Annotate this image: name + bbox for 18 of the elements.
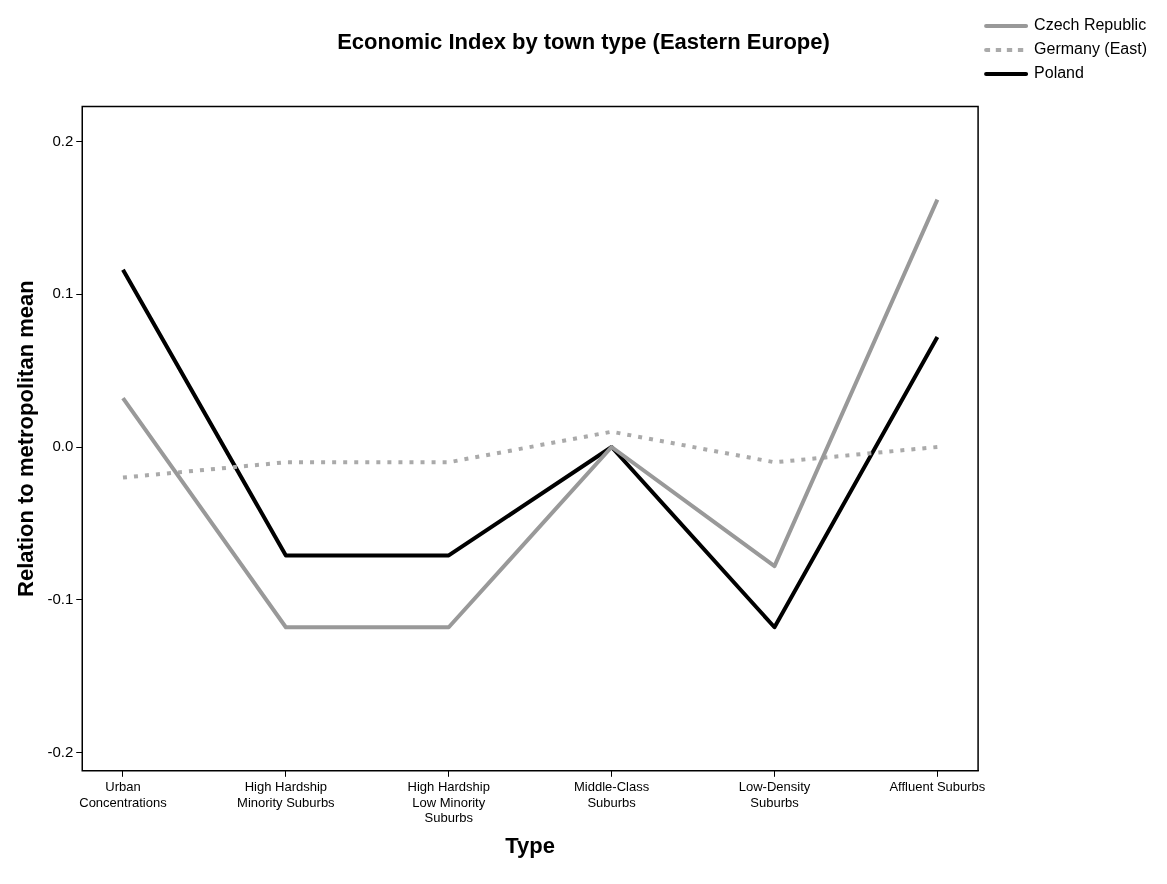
legend-label: Czech Republic [1034,16,1147,34]
x-tick-label: Urban Concentrations [79,779,168,810]
x-tick-label: Middle-Class Suburbs [574,779,650,810]
x-tick-label: High Hardship Low Minority Suburbs [407,779,490,826]
y-tick-label: 0.0 [52,437,74,455]
line-series [120,429,940,480]
y-tick-label: 0.1 [52,284,74,302]
x-axis-title: Type [505,832,556,858]
x-tick-label: Affluent Suburbs [889,779,986,795]
y-axis-title: Relation to metropolitan mean [13,280,39,597]
legend-label: Poland [1034,64,1084,82]
x-tick-label: Low-Density Suburbs [738,779,811,810]
x-tick-label: High Hardship Minority Suburbs [237,779,336,810]
y-tick-label: -0.1 [47,589,74,607]
chart-title: Economic Index by town type (Eastern Europe) [337,29,830,55]
legend-label: Germany (East) [1034,40,1148,58]
y-tick-label: 0.2 [52,131,74,149]
y-tick-label: -0.2 [47,742,74,760]
